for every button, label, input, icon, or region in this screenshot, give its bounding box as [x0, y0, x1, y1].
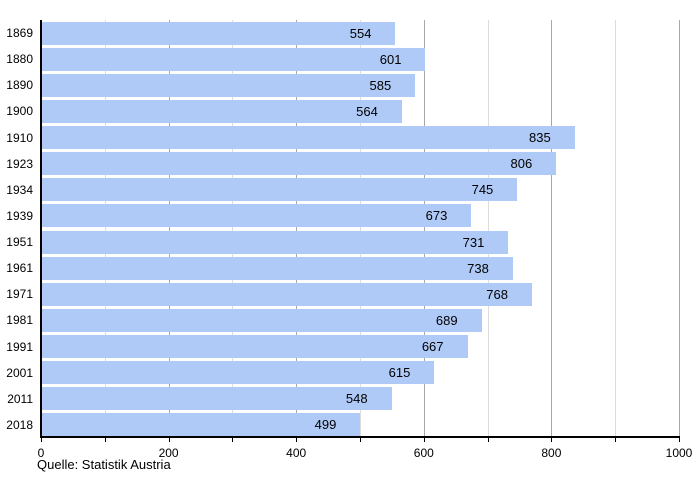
bar-value-label: 731	[462, 234, 485, 250]
gridline-minor	[615, 20, 617, 436]
bar-value-label: 548	[345, 391, 368, 407]
y-axis-label: 2018	[6, 417, 33, 432]
y-axis-label: 1900	[6, 104, 33, 119]
x-axis-tick	[296, 438, 298, 442]
bar-value-label: 738	[467, 260, 489, 276]
bar-value-label: 745	[471, 182, 494, 198]
y-axis-label: 2011	[7, 391, 33, 406]
plot-area: 554 601 585 564 835 806 745 673 731 738 768 689 667 6…	[40, 20, 680, 438]
x-axis-tick	[41, 438, 42, 442]
bar: 835	[42, 126, 575, 150]
x-axis-tick-label: 800	[541, 446, 562, 460]
bar-value-label: 806	[510, 156, 533, 172]
x-axis-tick	[104, 438, 106, 442]
y-axis-label: 1869	[6, 26, 33, 41]
y-axis-label: 1991	[6, 339, 33, 354]
y-axis-label: 1951	[6, 235, 33, 250]
x-axis-tick	[679, 438, 680, 442]
bar: 806	[42, 152, 557, 176]
bar: 499	[42, 413, 361, 437]
x-axis-tick-label: 200	[158, 446, 179, 460]
bar-value-label: 768	[486, 286, 508, 302]
bar-value-label: 689	[435, 312, 458, 328]
bar: 615	[42, 361, 435, 385]
bar-value-label: 615	[388, 365, 411, 381]
x-axis-tick-label: 1000	[665, 446, 693, 460]
gridline-minor	[360, 20, 361, 436]
bar-value-label: 601	[379, 51, 402, 67]
y-axis-label: 1890	[6, 78, 33, 93]
bar: 745	[42, 178, 518, 202]
x-axis-tick-label: 600	[413, 446, 434, 460]
bar: 564	[42, 99, 402, 123]
bar: 601	[42, 47, 426, 71]
bar-value-label: 554	[349, 25, 372, 41]
y-axis-label: 1939	[6, 208, 33, 223]
x-axis-tick-label: 400	[286, 446, 307, 460]
x-axis-tick	[551, 438, 553, 442]
y-axis-label: 1880	[6, 52, 33, 67]
gridline-major	[679, 20, 680, 436]
bar-value-label: 564	[356, 103, 378, 119]
gridline-major	[168, 20, 170, 436]
gridline-major	[551, 20, 553, 436]
y-axis-label: 1971	[6, 287, 33, 302]
y-axis-label: 2001	[6, 365, 33, 380]
gridline-minor	[104, 20, 106, 436]
bar-value-label: 667	[421, 339, 444, 355]
gridline-major	[296, 20, 298, 436]
gridline-major	[423, 20, 425, 436]
bar: 689	[42, 308, 482, 332]
bar-value-label: 673	[425, 208, 448, 224]
gridline-minor	[487, 20, 489, 436]
bar: 585	[42, 73, 416, 97]
bar: 554	[42, 21, 396, 45]
source-caption: Quelle: Statistik Austria	[37, 457, 171, 472]
bar: 768	[42, 282, 532, 306]
bar-value-label: 499	[314, 417, 337, 433]
gridline-minor	[232, 20, 234, 436]
x-axis-tick	[487, 438, 489, 442]
x-axis-tick	[615, 438, 617, 442]
y-axis-label: 1934	[6, 182, 33, 197]
bar-value-label: 835	[529, 130, 551, 146]
bar: 667	[42, 335, 468, 359]
x-axis-tick-label: 0	[37, 446, 45, 460]
bar: 673	[42, 204, 472, 228]
x-axis-tick	[232, 438, 234, 442]
bar: 548	[42, 387, 392, 411]
bar: 738	[42, 256, 513, 280]
y-axis-label: 1961	[6, 261, 33, 276]
x-axis-tick	[168, 438, 170, 442]
y-axis-label: 1910	[6, 130, 33, 145]
bar-value-label: 585	[369, 77, 392, 93]
y-axis-label: 1981	[6, 313, 33, 328]
y-axis-label: 1923	[6, 156, 33, 171]
bar: 731	[42, 230, 509, 254]
x-axis-tick	[423, 438, 425, 442]
x-axis-tick	[360, 438, 361, 442]
